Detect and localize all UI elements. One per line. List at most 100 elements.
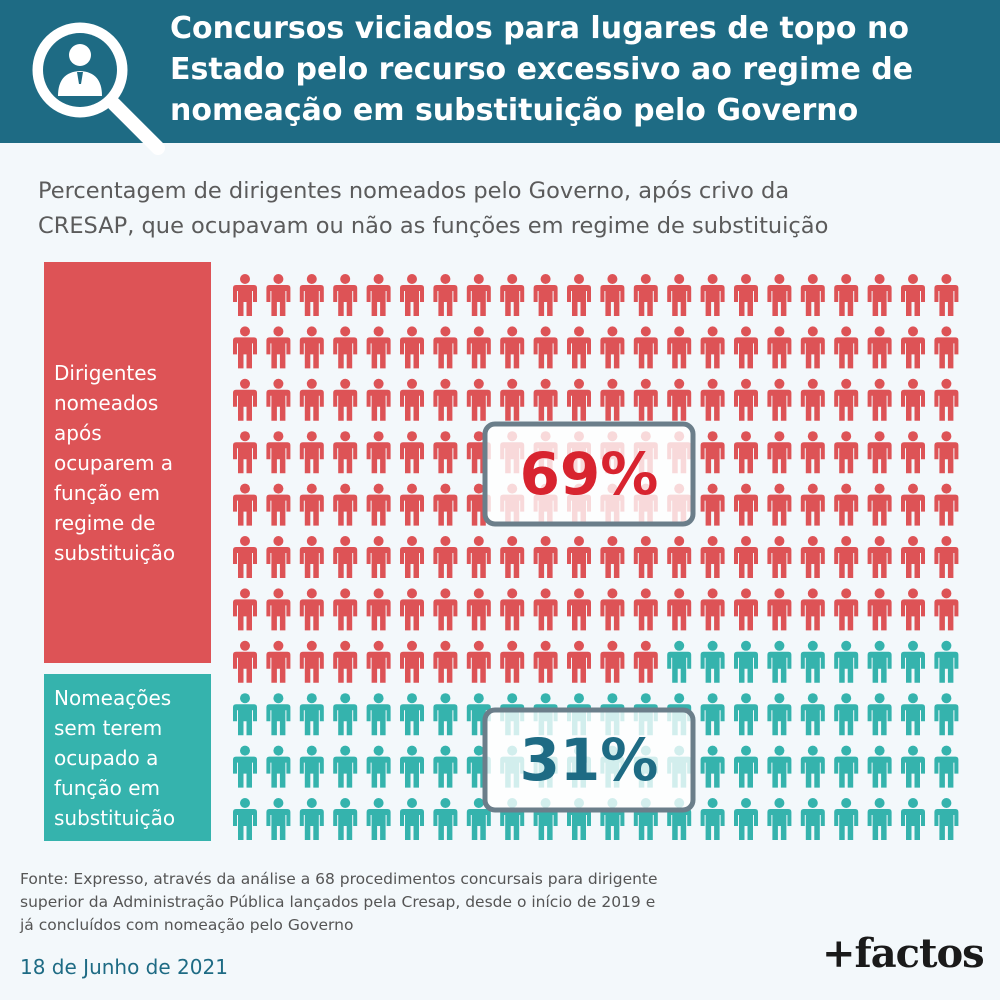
person-icon <box>800 536 825 578</box>
page-title: Concursos viciados para lugares de topo … <box>170 8 990 131</box>
legend-line: nomeados <box>54 391 159 415</box>
person-icon <box>366 326 391 369</box>
person-icon <box>633 274 658 316</box>
title-line: Estado pelo recurso excessivo ao regime … <box>170 52 914 87</box>
person-icon <box>901 745 925 788</box>
person-icon <box>233 326 257 369</box>
person-icon <box>934 536 959 578</box>
person-icon <box>500 536 525 578</box>
publication-date: 18 de Junho de 2021 <box>20 955 228 979</box>
person-icon <box>834 431 859 474</box>
person-icon <box>233 536 257 578</box>
person-icon <box>867 274 892 316</box>
person-icon <box>400 798 424 840</box>
person-icon <box>333 378 358 421</box>
person-icon <box>366 745 391 788</box>
person-icon <box>433 378 458 421</box>
person-icon <box>800 431 825 474</box>
person-icon <box>867 693 892 736</box>
legend-box-no-substitution: Nomeações sem terem ocupado a função em … <box>44 674 211 841</box>
person-icon <box>333 693 358 736</box>
person-icon <box>266 483 291 526</box>
person-icon <box>500 274 525 316</box>
person-icon <box>400 588 424 631</box>
person-icon <box>266 693 291 736</box>
person-icon <box>934 745 959 788</box>
legend-line: regime de <box>54 511 156 535</box>
person-icon <box>500 326 525 369</box>
person-icon <box>800 693 825 736</box>
person-icon <box>767 745 792 788</box>
person-icon <box>333 745 358 788</box>
person-icon <box>767 536 792 578</box>
person-icon <box>867 640 892 683</box>
person-icon <box>767 588 792 631</box>
person-icon <box>299 798 324 840</box>
person-icon <box>734 798 758 840</box>
person-icon <box>867 378 892 421</box>
person-icon <box>400 378 424 421</box>
person-icon <box>834 536 859 578</box>
person-icon <box>266 640 291 683</box>
person-icon <box>466 326 491 369</box>
person-icon <box>767 798 792 840</box>
person-icon <box>233 798 257 840</box>
person-icon <box>333 274 358 316</box>
legend-line: sem terem <box>54 716 163 740</box>
person-icon <box>400 640 424 683</box>
person-icon <box>633 326 658 369</box>
source-note: Fonte: Expresso, através da análise a 68… <box>20 868 810 937</box>
person-icon <box>800 745 825 788</box>
person-icon <box>466 378 491 421</box>
magnifier-person-icon <box>32 22 165 155</box>
person-icon <box>901 431 925 474</box>
legend-label-substitution: Dirigentes nomeados após ocuparem a funç… <box>54 358 175 568</box>
person-icon <box>266 798 291 840</box>
person-icon <box>867 798 892 840</box>
person-icon <box>533 326 558 369</box>
person-icon <box>433 536 458 578</box>
person-icon <box>700 640 725 683</box>
person-icon <box>633 640 658 683</box>
person-icon <box>834 378 859 421</box>
person-icon <box>800 378 825 421</box>
person-icon <box>400 536 424 578</box>
person-icon <box>233 431 257 474</box>
person-icon <box>934 431 959 474</box>
person-icon <box>700 431 725 474</box>
person-icon <box>567 274 591 316</box>
person-icon <box>734 640 758 683</box>
legend-line: substituição <box>54 806 176 830</box>
person-icon <box>567 588 591 631</box>
person-icon <box>333 483 358 526</box>
person-icon <box>867 326 892 369</box>
person-icon <box>934 274 959 316</box>
person-icon <box>266 378 291 421</box>
person-icon <box>667 378 692 421</box>
person-icon <box>333 536 358 578</box>
person-icon <box>901 378 925 421</box>
person-icon <box>667 536 692 578</box>
person-icon <box>266 274 291 316</box>
person-icon <box>734 431 758 474</box>
legend-line: função em <box>54 776 161 800</box>
person-icon <box>333 431 358 474</box>
person-icon <box>466 640 491 683</box>
person-icon <box>533 588 558 631</box>
person-icon <box>834 798 859 840</box>
person-icon <box>700 483 725 526</box>
chart-subtitle: Percentagem de dirigentes nomeados pelo … <box>38 174 988 244</box>
subtitle-line: CRESAP, que ocupavam ou não as funções e… <box>38 213 829 239</box>
person-icon <box>533 274 558 316</box>
person-icon <box>600 326 625 369</box>
person-icon <box>433 274 458 316</box>
person-icon <box>366 693 391 736</box>
person-icon <box>901 798 925 840</box>
person-icon <box>934 640 959 683</box>
person-icon <box>366 378 391 421</box>
title-line: Concursos viciados para lugares de topo … <box>170 11 909 46</box>
person-icon <box>800 483 825 526</box>
person-icon <box>299 640 324 683</box>
person-icon <box>299 588 324 631</box>
person-icon <box>299 274 324 316</box>
